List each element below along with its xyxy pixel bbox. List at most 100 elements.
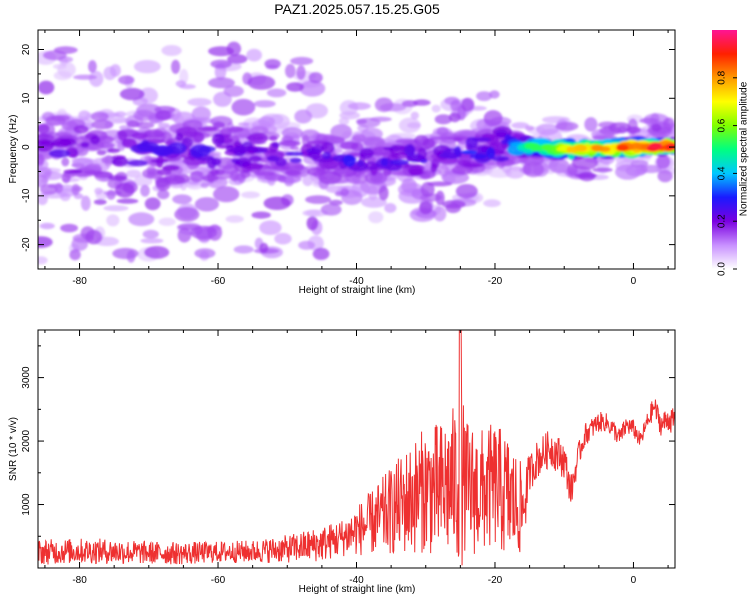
spectrogram-cell [626,126,641,134]
spectrogram-cell [623,157,635,163]
spectrogram-heatmap [38,41,675,265]
spectrogram-cell [330,124,353,140]
spectrogram-cell [483,199,501,208]
spectrogram-cell [208,77,235,89]
spectrogram-cell [210,168,220,176]
spectrogram-cell [247,75,276,90]
spectrogram-cell [574,173,598,179]
spectrogram-cell [384,203,397,213]
colorbar-tick-label: 0.0 [717,262,728,276]
spectrogram-cell [173,173,190,184]
spectrogram-y-tick-label: 0 [21,144,32,150]
spectrogram-cell [190,225,218,240]
snr-x-axis: -80 -60 -40 -20 0 [44,330,669,586]
spectrogram-cell [61,171,71,184]
snr-x-label: Height of straight line (km) [299,584,416,595]
spectrogram-cell [142,229,159,239]
spectrogram-cell [453,137,463,142]
spectrogram-cell [286,82,304,92]
spectrogram-cell [117,130,128,141]
spectrogram-cell [115,182,135,198]
spectrogram-cell [73,124,89,134]
spectrogram-cell [94,187,103,195]
spectrogram-cell [380,158,389,167]
spectrogram-cell [285,63,296,79]
spectrogram-cell [38,256,48,265]
spectrogram-cell [268,165,290,171]
spectrogram-cell [38,167,52,178]
spectrogram-cell [90,135,101,145]
spectrogram-cell [171,59,181,74]
spectrogram-cell [258,116,275,127]
spectrogram-cell [412,99,431,106]
spectrogram-cell [38,174,48,188]
spectrogram-cell [111,156,129,167]
spectrogram-cell [136,121,155,129]
snr-x-tick-label: -60 [211,575,226,586]
spectrogram-x-tick-label: -60 [211,276,226,287]
spectrogram-cell [48,149,71,158]
spectrogram-cell [253,100,276,108]
spectrogram-cell [73,74,97,80]
spectrogram-cell [306,167,326,177]
spectrogram-cell [476,91,493,101]
spectrogram-cell [95,135,115,144]
spectrogram-cell [38,192,48,206]
spectrogram-cell [248,155,262,163]
spectrogram-cell [174,207,200,222]
spectrogram-cell [121,138,137,149]
spectrogram-cell [298,240,315,250]
spectrogram-cell [320,203,342,216]
spectrogram-cell [172,194,193,205]
spectrogram-cell [144,197,161,211]
colorbar-tick-label: 0.6 [717,118,728,132]
spectrogram-cell [290,146,299,151]
spectrogram-cell [84,140,105,151]
spectrogram-cell [461,97,475,112]
spectrogram-cell [140,238,164,244]
spectrogram-cell [460,150,478,155]
spectrogram-panel: -80 -60 -40 -20 0 20 10 0 -10 -20 Height of stra… [8,29,676,296]
spectrogram-cell [259,220,282,235]
spectrogram-cell [489,90,500,99]
spectrogram-cell [210,59,232,69]
spectrogram-cell [274,232,292,245]
spectrogram-cell [527,142,540,150]
spectrogram-cell [663,117,675,131]
spectrogram-cell [469,153,487,160]
spectrogram-cell [211,157,222,166]
spectrogram-cell [321,142,335,154]
spectrogram-cell [290,56,314,66]
spectrogram-cell [410,111,419,120]
spectrogram-cell [114,111,127,118]
spectrogram-cell [119,87,145,101]
spectrogram-cell [107,175,127,181]
spectrogram-cell [657,169,673,183]
spectrogram-cell [231,158,240,164]
spectrogram-cell [615,164,641,180]
spectrogram-cell [463,163,484,168]
spectrogram-cell [352,134,366,142]
spectrogram-cell [187,98,212,107]
spectrogram-cell [39,140,63,147]
spectrogram-cell [378,185,389,201]
spectrogram-x-tick-label: -40 [349,276,364,287]
spectrogram-cell [284,170,302,176]
spectrogram-cell [525,125,535,131]
spectrogram-cell [57,61,76,78]
spectrogram-cell [435,190,445,206]
spectrogram-cell [151,145,174,156]
spectrogram-cell [213,186,240,203]
spectrogram-cell [223,85,244,97]
spectrogram-cell [608,122,632,134]
spectrogram-cell [312,247,330,260]
spectrogram-cell [177,227,192,243]
spectrogram-cell [269,135,278,142]
spectrogram-cell [430,163,438,173]
spectrogram-cell [78,110,91,121]
spectrogram-cell [59,138,77,147]
snr-y-tick-label: 2000 [21,430,32,453]
spectrogram-cell [305,195,332,204]
spectrogram-cell [190,144,211,157]
